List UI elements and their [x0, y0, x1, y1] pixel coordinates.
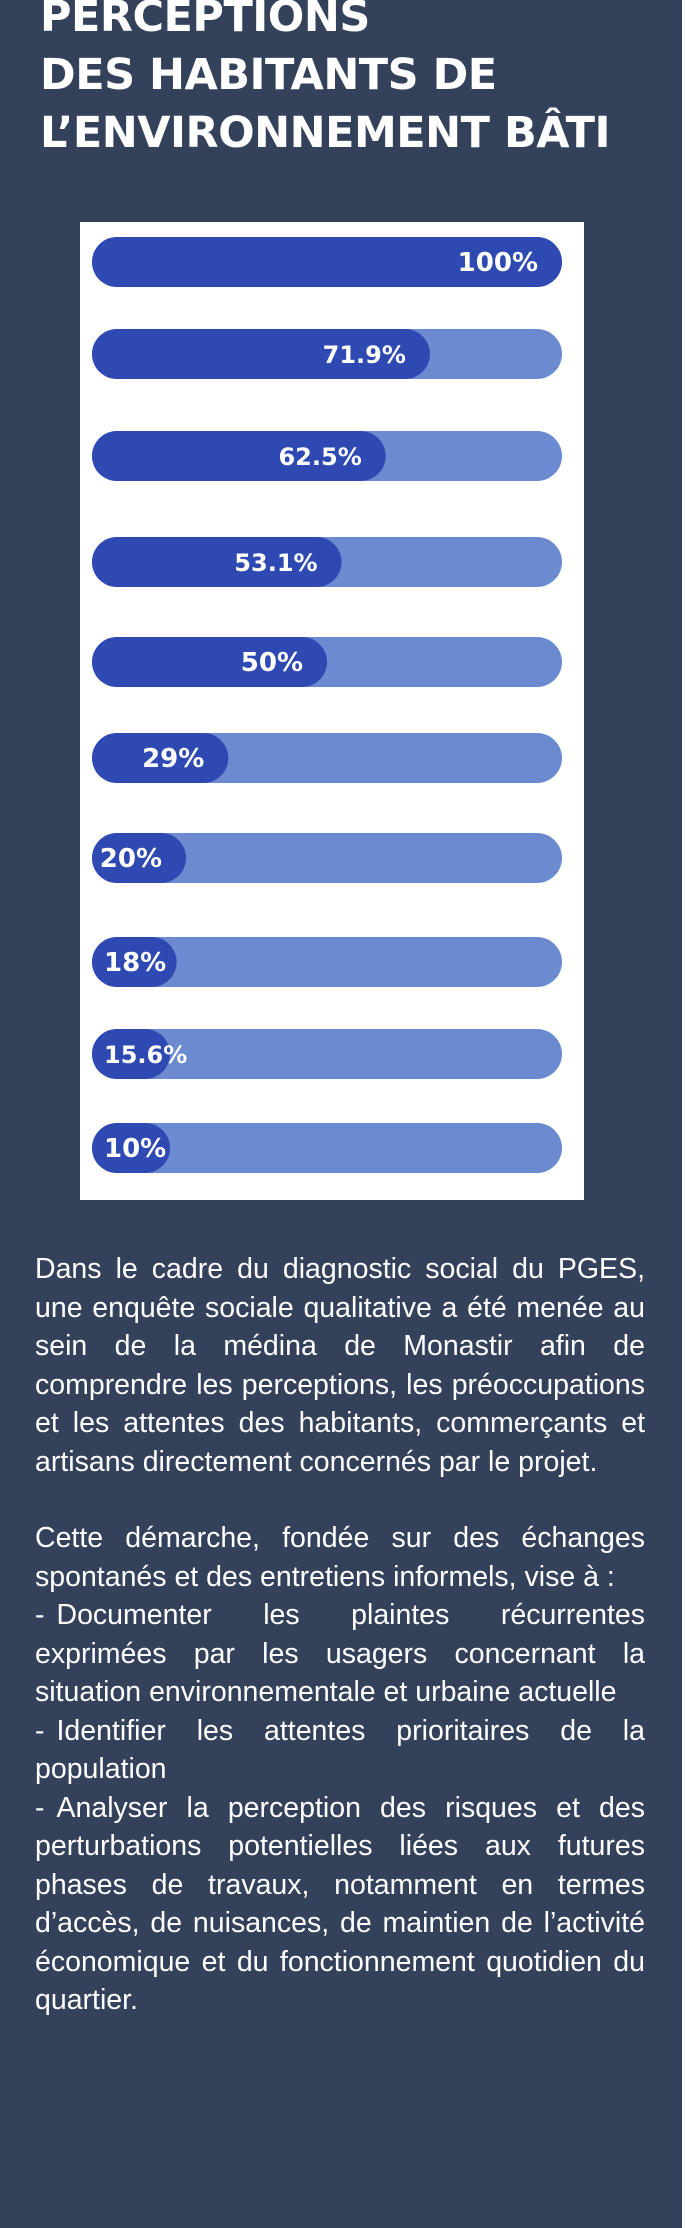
bar [92, 733, 229, 783]
bar-value-label: 10% [104, 1134, 166, 1164]
bar-value-label: 18% [104, 948, 166, 978]
list-dash: - [35, 1599, 45, 1631]
list-item-text: Analyser la perception des risques et de… [35, 1791, 645, 2017]
bar-value-label: 50% [241, 648, 303, 678]
bar [92, 431, 386, 481]
bar-track [92, 1029, 562, 1079]
title-line: L’ENVIRONNEMENT BÂTI [40, 108, 611, 158]
intro-paragraph: Dans le cadre du diagnostic social du PG… [35, 1253, 645, 1478]
bar-track [92, 833, 562, 883]
body-text: Dans le cadre du diagnostic social du PG… [35, 1250, 645, 2020]
bar [92, 637, 327, 687]
bar-value-label: 29% [142, 744, 204, 774]
bar-value-label: 62.5% [278, 443, 361, 471]
bar-chart: 100% 71.9% 62.5% 53.1% 50% 29% 20% 18% 15.6% 10% [92, 237, 562, 1173]
bar-track [92, 1123, 562, 1173]
bar-value-label: 53.1% [234, 549, 317, 577]
bar-track [92, 937, 562, 987]
bar-value-label: 20% [100, 844, 162, 874]
paragraph-spacer [35, 1481, 645, 1519]
list-dash: - [35, 1714, 45, 1747]
list-item-text: Documenter les plaintes récurrentes expr… [35, 1599, 645, 1708]
page-title: PERCEPTIONS DES HABITANTS DE L’ENVIRONNE… [40, 0, 660, 162]
objective-list: - Documenter les plaintes récurrentes exp… [35, 1596, 645, 2020]
objective-paragraph: Cette démarche, fondée sur des échanges … [35, 1522, 645, 1593]
bar [92, 1123, 170, 1173]
bar-value-label: 71.9% [323, 341, 406, 369]
bar-value-label: 100% [458, 248, 538, 278]
list-dash: - [35, 1791, 45, 1824]
bar [92, 537, 342, 587]
list-item-text: Identifier les attentes prioritaires de … [35, 1714, 645, 1786]
bar [92, 329, 430, 379]
bar [92, 833, 186, 883]
bar [92, 937, 177, 987]
objective-list-item: - Documenter les plaintes récurrentes exp… [35, 1596, 645, 1712]
title-line: PERCEPTIONS [40, 0, 370, 42]
bar [92, 1029, 170, 1079]
bar [92, 237, 562, 287]
objective-list-item: - Identifier les attentes prioritaires de… [35, 1712, 645, 1789]
chart-card: 100% 71.9% 62.5% 53.1% 50% 29% 20% 18% 15.6% 10% [80, 222, 584, 1200]
objective-list-item: - Analyser la perception des risques et d… [35, 1789, 645, 2020]
bar-value-label: 15.6% [104, 1041, 187, 1069]
title-line: DES HABITANTS DE [40, 50, 497, 100]
